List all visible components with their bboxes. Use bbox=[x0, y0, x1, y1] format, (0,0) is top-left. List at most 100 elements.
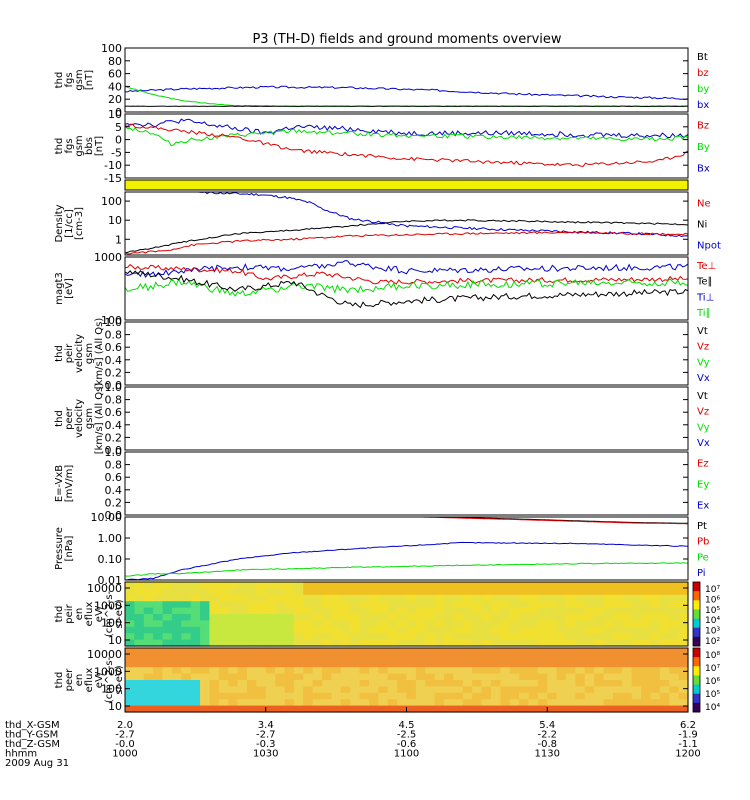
heatmap-cell bbox=[500, 648, 511, 655]
heatmap-cell bbox=[218, 639, 229, 647]
heatmap-cell bbox=[444, 686, 455, 694]
heatmap-cell bbox=[237, 614, 248, 621]
colorbar-segment bbox=[693, 675, 700, 686]
heatmap-cell bbox=[293, 699, 304, 707]
heatmap-cell bbox=[415, 667, 426, 675]
y-tick-label: 100 bbox=[101, 617, 122, 630]
heatmap-cell bbox=[631, 639, 642, 647]
heatmap-cell bbox=[312, 699, 323, 707]
heatmap-cell bbox=[397, 594, 408, 602]
panel-frame bbox=[124, 321, 689, 386]
heatmap-cell bbox=[162, 648, 173, 655]
heatmap-cell bbox=[547, 607, 558, 615]
heatmap-cell bbox=[143, 620, 154, 628]
heatmap-cell bbox=[218, 667, 229, 675]
heatmap-cell bbox=[153, 582, 164, 589]
x-row-value: -2.2 bbox=[537, 730, 557, 741]
heatmap-cell bbox=[350, 673, 361, 681]
heatmap-cell bbox=[575, 601, 586, 609]
heatmap-cell bbox=[547, 582, 558, 589]
y-tick-label: 0.0 bbox=[105, 444, 123, 457]
heatmap-cell bbox=[622, 614, 633, 621]
heatmap-cell bbox=[519, 660, 530, 668]
heatmap-cell bbox=[631, 705, 642, 713]
heatmap-cell bbox=[631, 601, 642, 609]
heatmap-cell bbox=[594, 692, 605, 700]
y-axis-label: [nT] bbox=[84, 70, 95, 90]
heatmap-cell bbox=[678, 614, 689, 621]
heatmap-cell bbox=[303, 680, 314, 687]
heatmap-cell bbox=[678, 699, 689, 707]
heatmap-cell bbox=[125, 582, 135, 589]
heatmap-cell bbox=[275, 654, 286, 662]
heatmap-cell bbox=[237, 667, 248, 675]
heatmap-cell bbox=[397, 620, 408, 628]
heatmap-cell bbox=[190, 588, 201, 596]
heatmap-cell bbox=[547, 588, 558, 596]
heatmap-cell bbox=[275, 699, 286, 707]
heatmap-cell bbox=[200, 607, 211, 615]
series-line-black bbox=[124, 218, 689, 254]
heatmap-cell bbox=[181, 705, 192, 713]
heatmap-cell bbox=[500, 601, 511, 609]
legend-entry: Vt bbox=[697, 326, 708, 337]
y-tick-label: 0.4 bbox=[105, 419, 123, 432]
heatmap-cell bbox=[519, 686, 530, 694]
y-axis-label: (cm^2-s- bbox=[104, 590, 115, 637]
heatmap-cell bbox=[641, 686, 652, 694]
heatmap-cell bbox=[622, 648, 633, 655]
heatmap-cell bbox=[509, 699, 520, 707]
heatmap-cell bbox=[200, 686, 211, 694]
heatmap-cell bbox=[659, 620, 670, 628]
heatmap-cell bbox=[594, 620, 605, 628]
colorbar-tick-label: 10⁷ bbox=[705, 664, 720, 674]
heatmap-cell bbox=[256, 654, 267, 662]
heatmap-cell bbox=[340, 588, 351, 596]
y-tick-label: 1.0 bbox=[105, 381, 123, 394]
heatmap-cell bbox=[359, 648, 370, 655]
heatmap-cell bbox=[556, 680, 567, 687]
heatmap-cell bbox=[603, 673, 614, 681]
x-row-value: 2.0 bbox=[117, 720, 133, 731]
heatmap-cell bbox=[659, 614, 670, 621]
heatmap-cell bbox=[612, 588, 623, 596]
heatmap-cell bbox=[472, 699, 483, 707]
heatmap-cell bbox=[246, 601, 257, 609]
heatmap-cell bbox=[368, 633, 379, 641]
heatmap-cell bbox=[397, 588, 408, 596]
panel-10: 10⁸ 10⁷ 10⁶ 10⁵ 10⁴ 10000 1000 100 10 thd peer en ef… bbox=[54, 647, 720, 713]
legend-entry: Vx bbox=[697, 373, 710, 384]
heatmap-cell bbox=[472, 626, 483, 634]
heatmap-cell bbox=[209, 692, 220, 700]
heatmap-cell bbox=[190, 594, 201, 602]
heatmap-cell bbox=[397, 699, 408, 707]
heatmap-cell bbox=[566, 633, 576, 641]
heatmap-cell bbox=[566, 607, 576, 615]
heatmap-cell bbox=[303, 673, 314, 681]
colorbar-tick-label: 10⁶ bbox=[705, 595, 720, 605]
heatmap-cell bbox=[162, 582, 173, 589]
heatmap-cell bbox=[265, 594, 276, 602]
y-tick-label: 40 bbox=[108, 80, 122, 93]
heatmap-cell bbox=[209, 648, 220, 655]
panel-frame bbox=[124, 191, 689, 256]
heatmap-cell bbox=[246, 582, 257, 589]
heatmap-cell bbox=[303, 614, 314, 621]
heatmap-cell bbox=[462, 588, 473, 596]
heatmap-cell bbox=[134, 699, 145, 707]
heatmap-cell bbox=[678, 648, 689, 655]
heatmap-cell bbox=[584, 626, 595, 634]
heatmap-cell bbox=[237, 686, 248, 694]
heatmap-cell bbox=[125, 654, 135, 662]
heatmap-cell bbox=[406, 582, 417, 589]
heatmap-cell bbox=[162, 620, 173, 628]
x-row-value: -0.8 bbox=[537, 739, 557, 750]
heatmap-cell bbox=[125, 680, 135, 687]
heatmap-cell bbox=[453, 594, 464, 602]
y-axis-label: velocity bbox=[74, 334, 85, 373]
heatmap-cell bbox=[556, 588, 567, 596]
heatmap-cell bbox=[678, 594, 689, 602]
heatmap-cell bbox=[143, 639, 154, 647]
heatmap-cell bbox=[425, 620, 436, 628]
